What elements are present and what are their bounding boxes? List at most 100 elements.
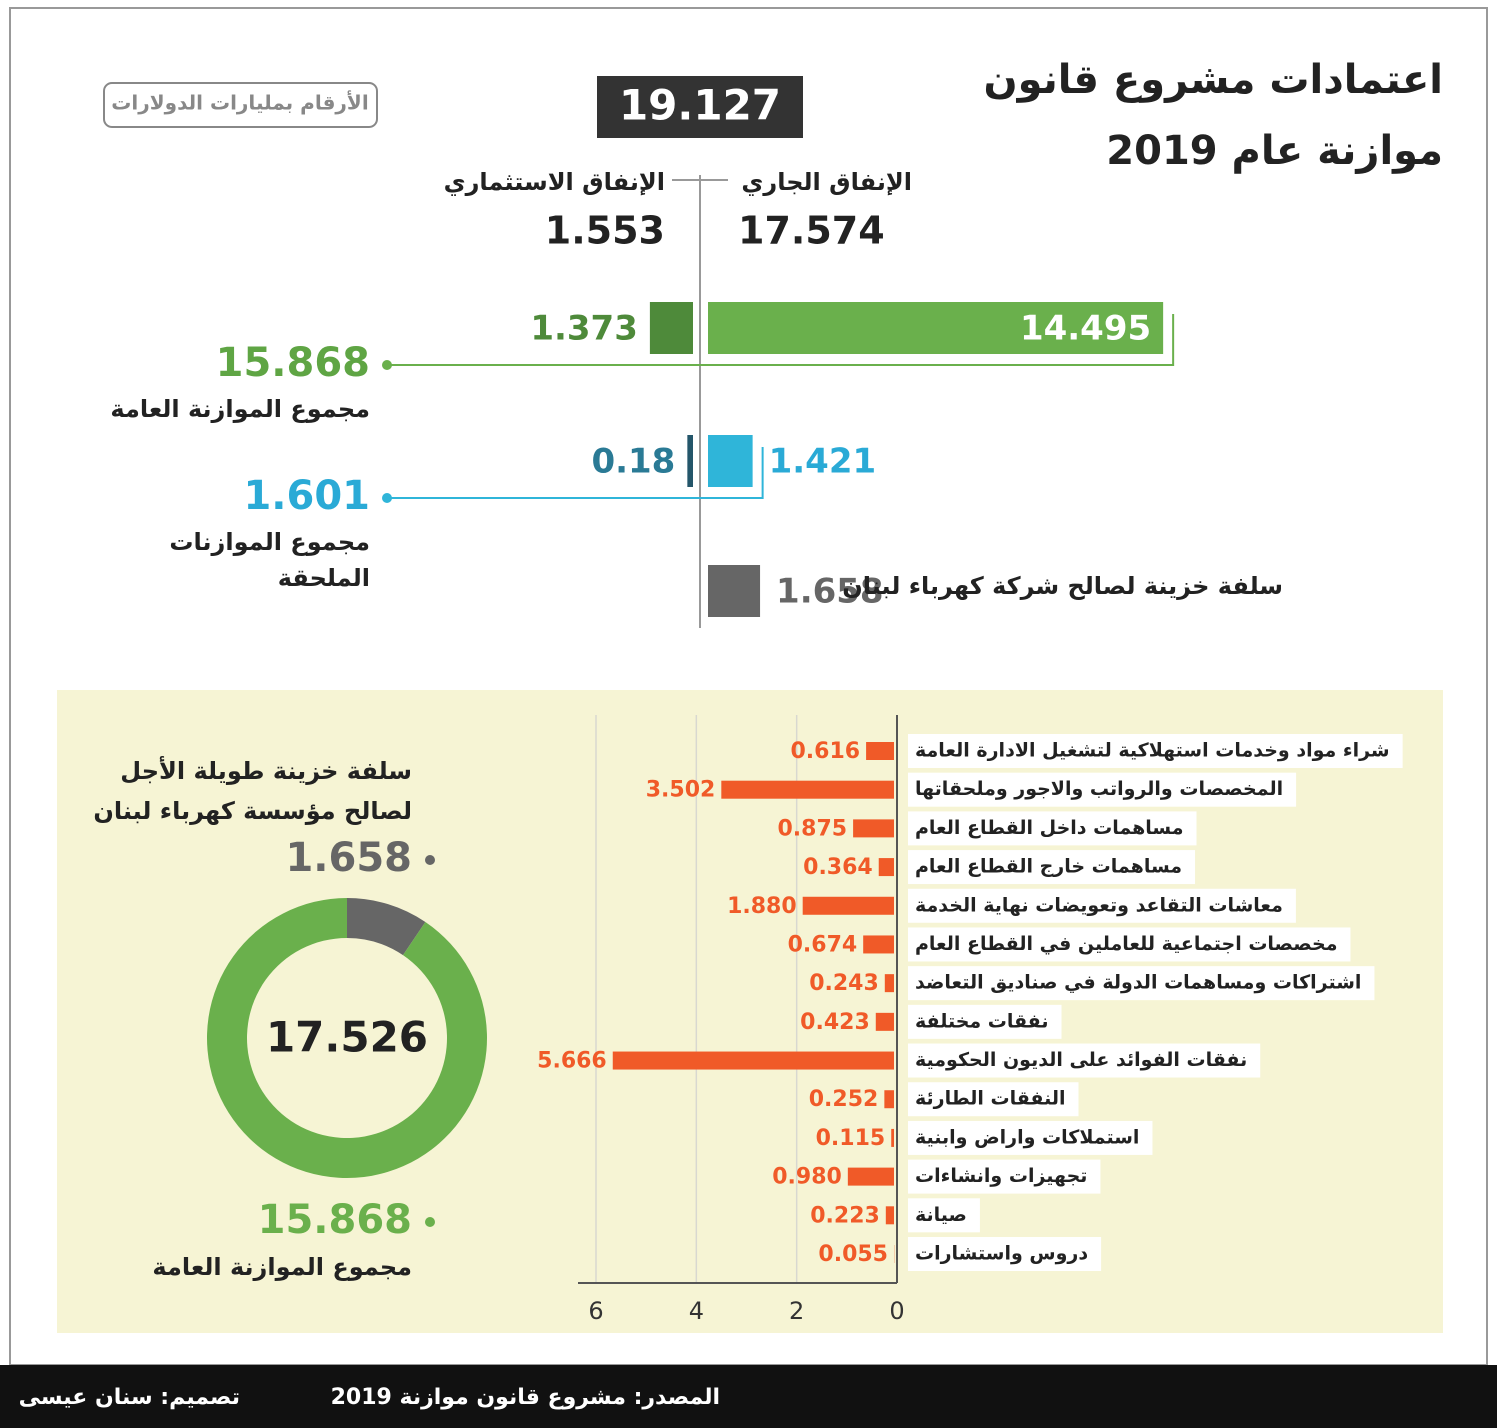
row-name: الملحقة — [278, 564, 370, 592]
bar — [884, 1090, 894, 1109]
total-value: 15.868 — [216, 340, 370, 386]
bar — [884, 974, 894, 993]
bar — [885, 1206, 894, 1225]
category-box — [908, 966, 1375, 1001]
donut-title: سلفة خزينة طويلة الأجل — [120, 756, 412, 785]
current-bar — [708, 565, 761, 617]
dot — [425, 855, 435, 865]
category-label: تجهيزات وانشاءات — [915, 1165, 1087, 1187]
value-label: 0.616 — [791, 739, 861, 764]
category-label: النفقات الطارئة — [915, 1088, 1065, 1110]
current-label: الإنفاق الجاري — [741, 168, 912, 196]
category-label: صيانة — [915, 1204, 967, 1226]
x-tick-label: 4 — [689, 1297, 704, 1325]
row-name: مجموع الموازنة العامة — [110, 395, 370, 423]
bar — [866, 742, 894, 760]
footer-source: المصدر: مشروع قانون موازنة 2019 — [331, 1385, 720, 1410]
category-box — [908, 734, 1403, 768]
current-value-label: 1.658 — [776, 572, 884, 612]
category-box — [908, 888, 1296, 923]
donut-gray-value: 1.658 — [285, 835, 412, 881]
current-value-label: 1.421 — [769, 442, 877, 482]
bar — [612, 1051, 894, 1070]
current-bar — [708, 435, 753, 487]
investment-value-label: 0.18 — [591, 442, 675, 482]
category-box — [908, 1198, 980, 1233]
category-label: معاشات التقاعد وتعويضات نهاية الخدمة — [915, 894, 1283, 916]
category-box — [908, 927, 1351, 962]
category-box — [908, 1043, 1261, 1078]
row-name: سلفة خزينة لصالح شركة كهرباء لبنان — [842, 572, 1283, 600]
bar — [878, 858, 894, 877]
legend-name: مجموع الموازنة العامة — [152, 1253, 412, 1281]
category-box — [908, 1004, 1062, 1039]
category-label: مخصصات اجتماعية للعاملين في القطاع العام — [915, 933, 1337, 955]
current-bar — [708, 302, 1164, 354]
value-label: 1.880 — [727, 894, 797, 919]
current-value-label: 14.495 — [1020, 309, 1151, 349]
bar — [853, 819, 894, 838]
title-line: اعتمادات مشروع قانون — [984, 57, 1443, 103]
x-tick-label: 2 — [789, 1297, 804, 1325]
investment-label: الإنفاق الاستثماري — [444, 168, 665, 196]
category-label: شراء مواد وخدمات استهلاكية لتشغيل الادار… — [915, 740, 1390, 762]
category-box — [908, 1120, 1153, 1155]
category-label: نفقات مختلفة — [915, 1010, 1049, 1032]
category-box — [908, 1082, 1079, 1117]
investment-value: 1.553 — [545, 209, 665, 253]
value-label: 0.875 — [778, 816, 848, 841]
category-label: مساهمات داخل القطاع العام — [915, 817, 1184, 839]
bracket-dot — [382, 360, 392, 370]
total-value: 1.601 — [243, 473, 370, 519]
unit-note: الأرقام بمليارات الدولارات — [111, 90, 368, 115]
bracket — [387, 314, 1175, 366]
value-label: 0.364 — [803, 855, 873, 880]
bar — [863, 935, 894, 954]
unit-note-box — [103, 82, 378, 128]
category-label: مساهمات خارج القطاع العام — [915, 856, 1182, 878]
donut-center: 17.526 — [266, 1013, 428, 1062]
value-label: 3.502 — [646, 778, 716, 803]
donut-segment — [347, 898, 426, 956]
value-label: 0.252 — [809, 1087, 879, 1112]
category-box — [908, 1237, 1102, 1271]
value-label: 0.423 — [800, 1010, 870, 1035]
category-box — [908, 1159, 1101, 1194]
bracket — [387, 447, 764, 499]
total-value: 19.127 — [619, 81, 781, 130]
donut-green-value: 15.868 — [258, 1197, 412, 1243]
category-box — [908, 850, 1196, 885]
category-label: اشتراكات ومساهمات الدولة في صناديق التعا… — [915, 972, 1361, 994]
bar — [802, 896, 894, 915]
category-label: استملاكات واراض وابنية — [915, 1126, 1139, 1148]
category-label: دروس واستشارات — [915, 1243, 1088, 1265]
bar — [721, 780, 894, 799]
footer-design: تصميم: سنان عيسى — [19, 1385, 240, 1410]
bar — [847, 1167, 894, 1186]
value-label: 0.223 — [810, 1203, 880, 1228]
dot — [425, 1217, 435, 1227]
total-box — [597, 76, 803, 138]
x-tick-label: 0 — [889, 1297, 904, 1325]
category-box — [908, 772, 1297, 807]
title-line: موازنة عام 2019 — [1106, 128, 1443, 174]
investment-value-label: 1.373 — [530, 309, 638, 349]
category-box — [908, 811, 1197, 846]
investment-bar — [687, 435, 693, 487]
current-value: 17.574 — [738, 209, 885, 253]
value-label: 0.055 — [818, 1242, 888, 1267]
bracket-dot — [382, 493, 392, 503]
value-label: 0.243 — [809, 971, 879, 996]
x-tick-label: 6 — [588, 1297, 603, 1325]
donut-title: لصالح مؤسسة كهرباء لبنان — [93, 797, 412, 825]
investment-bar — [649, 302, 693, 354]
row-name: مجموع الموازنات — [169, 528, 370, 556]
category-label: المخصصات والرواتب والاجور وملحقاتها — [915, 778, 1283, 800]
bar — [875, 1012, 894, 1031]
value-label: 5.666 — [537, 1049, 607, 1074]
value-label: 0.674 — [788, 932, 858, 957]
category-label: نفقات الفوائد على الديون الحكومية — [915, 1049, 1247, 1071]
footer-bar — [0, 1365, 1497, 1428]
bar — [891, 1128, 894, 1147]
